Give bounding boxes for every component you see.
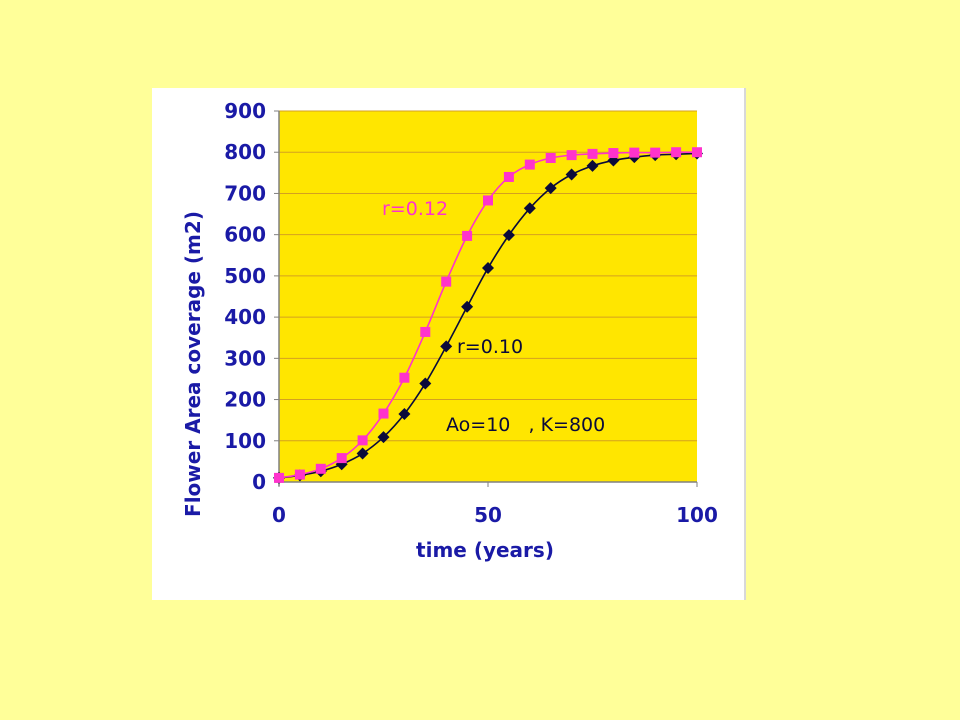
point-r=0.12-x40	[441, 276, 452, 287]
chart-card: 0 100 200 300 400 500 600 700 800 900 0 50 100 r=0.…	[152, 88, 746, 600]
point-r=0.10-x65	[544, 182, 557, 195]
point-r=0.10-x75	[586, 159, 599, 172]
point-r=0.12-x55	[503, 171, 514, 182]
point-r=0.12-x10	[315, 463, 326, 474]
point-r=0.12-x90	[650, 147, 661, 158]
logistic-growth-chart: 0 100 200 300 400 500 600 700 800 900 0 50 100 r=0.…	[181, 99, 718, 562]
point-r=0.12-x30	[399, 372, 410, 383]
y-tick-label-0: 0	[252, 470, 266, 494]
x-axis-title: time (years)	[416, 538, 554, 562]
x-tick-label-50: 50	[474, 503, 502, 527]
point-r=0.12-x45	[462, 230, 473, 241]
point-r=0.12-x75	[587, 148, 598, 159]
y-tick-label-200: 200	[224, 388, 266, 412]
point-r=0.12-x60	[524, 159, 535, 170]
point-r=0.10-x45	[461, 300, 474, 313]
point-r=0.10-x70	[565, 168, 578, 181]
y-tick-label-700: 700	[224, 181, 266, 205]
y-tick-label-600: 600	[224, 223, 266, 247]
point-r=0.12-x65	[545, 152, 556, 163]
plot-area	[279, 111, 697, 482]
annotation-parameters: Ao=10 , K=800	[446, 414, 605, 436]
x-tick-labels: 0 50 100	[272, 503, 718, 527]
point-r=0.12-x80	[608, 148, 619, 159]
point-r=0.12-x50	[483, 195, 493, 206]
y-tick-label-400: 400	[224, 305, 266, 329]
axes	[274, 110, 698, 487]
point-r=0.12-x5	[294, 469, 305, 480]
point-r=0.12-x85	[629, 147, 640, 158]
series-group	[273, 147, 703, 484]
point-r=0.10-x35	[419, 377, 432, 390]
point-r=0.12-x95	[671, 147, 682, 158]
y-tick-label-300: 300	[224, 346, 266, 370]
point-r=0.12-x35	[420, 326, 431, 337]
x-tick-label-0: 0	[272, 503, 286, 527]
point-r=0.10-x30	[398, 407, 411, 420]
y-tick-label-500: 500	[224, 264, 266, 288]
point-r=0.10-x60	[523, 202, 536, 215]
y-tick-label-100: 100	[224, 429, 266, 453]
series-r=0.12	[274, 147, 702, 483]
point-r=0.12-x25	[378, 408, 389, 419]
point-r=0.12-x100	[692, 147, 702, 158]
annotation-r012: r=0.12	[382, 198, 448, 220]
point-r=0.12-x70	[566, 150, 577, 161]
point-r=0.12-x0	[274, 472, 284, 483]
point-r=0.10-x20	[356, 447, 369, 460]
y-tick-label-800: 800	[224, 140, 266, 164]
point-r=0.12-x20	[357, 435, 368, 446]
point-r=0.10-x40	[440, 340, 453, 353]
y-tick-labels: 0 100 200 300 400 500 600 700 800 900	[224, 99, 266, 494]
point-r=0.10-x55	[502, 229, 515, 242]
y-axis-title: Flower Area coverage (m2)	[181, 211, 205, 517]
x-tick-label-100: 100	[676, 503, 718, 527]
y-tick-label-900: 900	[224, 99, 266, 123]
point-r=0.10-x25	[377, 431, 390, 444]
gridlines	[279, 110, 697, 442]
point-r=0.12-x15	[336, 453, 347, 464]
annotation-r010: r=0.10	[457, 336, 523, 358]
point-r=0.10-x50	[482, 262, 494, 275]
